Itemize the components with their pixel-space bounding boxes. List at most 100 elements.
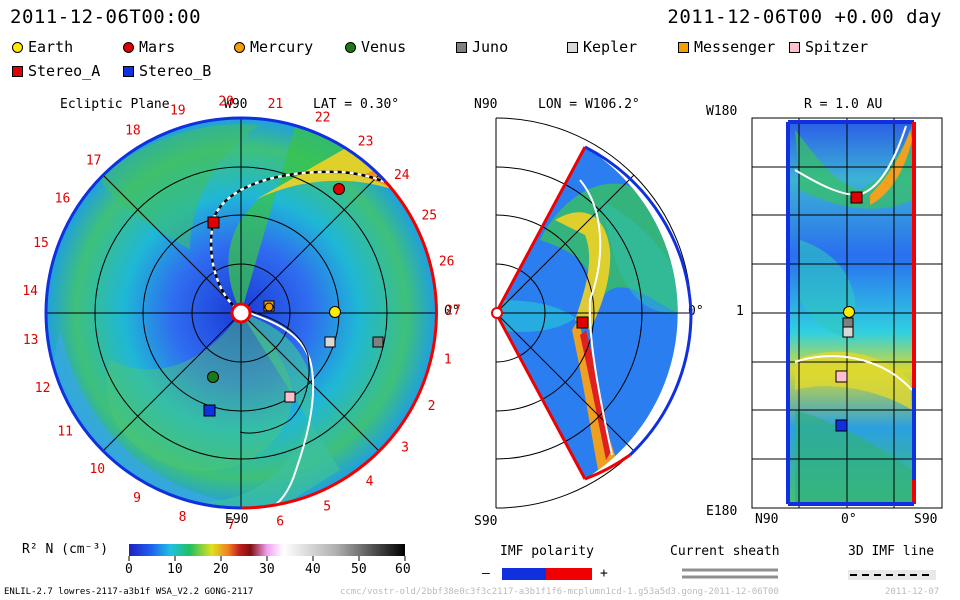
rmap-panel	[751, 117, 943, 509]
carrington-label: 20	[218, 95, 234, 110]
meridional-stereo-a-marker	[576, 316, 589, 329]
stereo-b-marker	[203, 404, 216, 417]
legend-stereo-a: Stereo_A	[12, 62, 100, 80]
spitzer-marker-icon	[789, 41, 800, 53]
mars-marker	[333, 183, 345, 195]
juno-marker-icon	[456, 41, 467, 53]
carrington-label: 1	[444, 353, 452, 368]
datetime-right: 2011-12-06T00 +0.00 day	[667, 6, 942, 28]
legend-spitzer: Spitzer	[789, 38, 868, 56]
stereo-b-marker-icon	[123, 65, 134, 77]
rmap-kepler-marker	[842, 326, 854, 338]
ecliptic-title: Ecliptic Plane	[60, 97, 170, 112]
rmap-stereo-b-marker	[835, 419, 848, 432]
spitzer-marker	[284, 391, 296, 403]
legend-venus: Venus	[345, 38, 406, 56]
carrington-label: 27	[445, 304, 461, 319]
legend-earth: Earth	[12, 38, 73, 56]
earth-marker-icon	[12, 41, 23, 53]
rmap-bottom-left: E180	[706, 504, 738, 519]
carrington-label: 12	[35, 381, 51, 396]
carrington-label: 14	[22, 284, 38, 299]
legend-messenger: Messenger	[678, 38, 775, 56]
carrington-label: 6	[276, 514, 284, 529]
carrington-label: 21	[268, 97, 284, 112]
rmap-earth-marker	[843, 306, 855, 318]
colorbar-tick-30: 30	[259, 562, 275, 577]
ecliptic-right-label: 0°	[444, 304, 460, 319]
meridional-plane-panel	[491, 117, 693, 509]
legend-mars: Mars	[123, 38, 175, 56]
carrington-label: 16	[55, 192, 71, 207]
imf-plus-sign: +	[600, 566, 608, 581]
colorbar-tick-20: 20	[213, 562, 229, 577]
messenger-marker-icon	[678, 41, 689, 53]
footer-stamp: 2011-12-07	[885, 587, 940, 597]
carrington-label: 8	[179, 510, 187, 525]
datetime-left: 2011-12-06T00:00	[10, 6, 202, 28]
carrington-label: 10	[89, 462, 105, 477]
rmap-mid-left: 1	[736, 304, 744, 319]
rmap-bottom-zero: 0°	[841, 512, 857, 527]
ecliptic-plane-panel: 20 21222324252627123456789101112131415161…	[22, 95, 460, 533]
stereo-a-marker	[207, 216, 220, 229]
carrington-label: 24	[394, 168, 410, 183]
legend-mercury: Mercury	[234, 38, 313, 56]
carrington-label: 26	[439, 255, 455, 270]
stereo-a-marker-icon	[12, 65, 23, 77]
ecliptic-lat-text: LAT = 0.30°	[313, 97, 400, 112]
ecliptic-bottom-label: E90	[225, 512, 249, 527]
carrington-label: 17	[86, 154, 102, 169]
carrington-label: 5	[323, 500, 331, 515]
model-info: ENLIL-2.7 lowres-2117-a3b1f WSA_V2.2 GON…	[4, 587, 254, 597]
carrington-label: 22	[315, 110, 331, 125]
run-info: ccmc/vostr-old/2bbf38e0c3f3c2117-a3b1f1f…	[340, 587, 779, 597]
juno-marker	[372, 336, 384, 348]
colorbar	[129, 544, 405, 556]
sun-icon	[230, 302, 252, 324]
meridional-lon-text: LON = W106.2°	[538, 97, 640, 112]
rmap-spitzer-marker	[835, 370, 848, 383]
colorbar-tick-60: 60	[395, 562, 411, 577]
legend-kepler: Kepler	[567, 38, 637, 56]
rmap-r-text: R = 1.0 AU	[804, 97, 883, 112]
carrington-label: 7	[227, 518, 235, 533]
current-sheath-label: Current sheath	[670, 544, 780, 559]
legend-stereo-b: Stereo_B	[123, 62, 211, 80]
carrington-label: 3	[401, 440, 409, 455]
colorbar-tick-40: 40	[305, 562, 321, 577]
earth-marker	[329, 306, 341, 318]
imf-polarity-negative	[502, 568, 546, 580]
carrington-label: 9	[133, 491, 141, 506]
rmap-bottom-s90: S90	[914, 512, 938, 527]
colorbar-tick-0: 0	[125, 562, 133, 577]
mars-marker-icon	[123, 41, 134, 53]
imf-polarity-label: IMF polarity	[500, 544, 594, 559]
imf-polarity-positive	[546, 568, 592, 580]
imf-minus-sign: –	[482, 566, 490, 581]
legend-juno: Juno	[456, 38, 508, 56]
carrington-label: 23	[358, 135, 374, 150]
rmap-bottom-n90: N90	[755, 512, 779, 527]
carrington-label: 19	[170, 104, 186, 119]
carrington-label: 15	[33, 236, 49, 251]
rmap-stereo-a-marker	[850, 191, 863, 204]
rmap-top-left: W180	[706, 104, 738, 119]
venus-marker-icon	[345, 41, 356, 53]
meridional-top-label: N90	[474, 97, 498, 112]
carrington-label: 13	[23, 333, 39, 348]
venus-marker	[207, 371, 219, 383]
carrington-label: 4	[366, 475, 374, 490]
kepler-marker-icon	[567, 41, 578, 53]
carrington-label: 11	[57, 425, 73, 440]
carrington-labels: 20 21222324252627123456789101112131415161…	[22, 95, 460, 533]
object-legend: Earth Mars Mercury Venus Juno Kepler Mes…	[12, 38, 912, 82]
kepler-marker	[324, 336, 336, 348]
meridional-bottom-label: S90	[474, 514, 498, 529]
mercury-marker-icon	[234, 41, 245, 53]
mercury-marker	[264, 302, 274, 312]
colorbar-tick-50: 50	[351, 562, 367, 577]
ecliptic-top-label: W90	[224, 97, 248, 112]
carrington-label: 18	[125, 124, 141, 139]
